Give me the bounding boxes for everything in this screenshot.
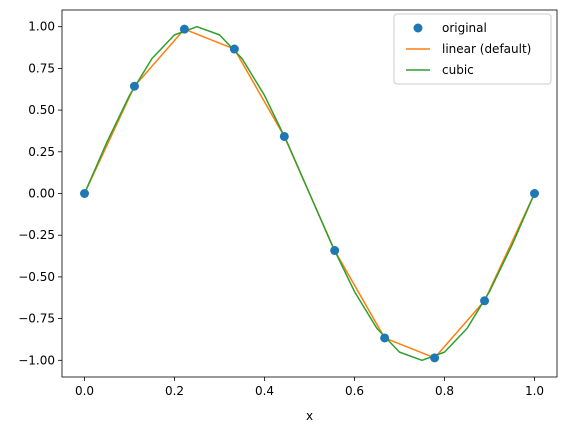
x-axis-label: x [306,409,313,423]
x-tick-label: 1.0 [525,384,544,398]
legend-box [393,13,552,85]
data-point [530,189,539,198]
data-point [330,246,340,256]
y-tick-label: −0.75 [18,312,55,326]
data-point [129,81,139,91]
y-tick-label: 1.00 [28,20,55,34]
data-point [80,189,89,198]
legend-label: original [442,21,487,35]
y-tick-label: −0.25 [18,228,55,242]
y-tick-label: −0.50 [18,270,55,284]
x-axis: 0.0 0.2 0.4 0.6 0.8 1.0 [75,377,544,398]
y-axis: 1.00 0.75 0.50 0.25 0.00 −0.25 −0.50 −0.75 −1.00 [18,20,62,367]
data-point [380,333,390,343]
data-point [480,296,490,306]
y-tick-label: 0.75 [28,61,55,75]
y-tick-label: 0.00 [28,187,55,201]
data-point [279,131,289,141]
legend-label: linear (default) [442,42,531,56]
x-tick-label: 0.4 [255,384,274,398]
y-tick-label: −1.00 [18,353,55,367]
data-point [430,353,440,363]
x-tick-label: 0.6 [345,384,364,398]
x-tick-label: 0.8 [435,384,454,398]
legend-marker-original [413,23,423,33]
x-tick-label: 0.2 [165,384,184,398]
plot-area [80,24,539,363]
x-tick-label: 0.0 [75,384,94,398]
legend-label: cubic [442,63,474,77]
y-tick-label: 0.50 [28,103,55,117]
data-point [229,44,239,54]
axes-frame [61,9,558,378]
series-line-cubic [83,25,536,362]
y-tick-label: 0.25 [28,145,55,159]
legend: original linear (default) cubic [393,13,552,85]
data-point [179,24,189,34]
